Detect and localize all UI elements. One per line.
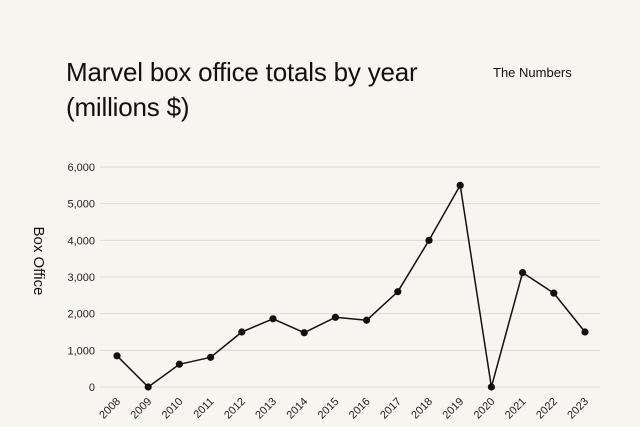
- x-tick-label: 2014: [285, 396, 311, 422]
- x-tick-label: 2022: [534, 396, 560, 422]
- chart-title-line1: Marvel box office totals by year: [66, 57, 418, 87]
- chart-title-line2: (millions $): [66, 92, 190, 122]
- data-point: [269, 315, 277, 323]
- x-tick-label: 2021: [503, 396, 529, 422]
- x-tick-label: 2016: [347, 396, 373, 422]
- x-tick-label: 2018: [409, 396, 435, 422]
- data-point: [300, 329, 308, 337]
- series-line: [116, 184, 586, 388]
- y-tick-label: 0: [89, 382, 95, 394]
- chart-title: Marvel box office totals by year (millio…: [66, 55, 466, 125]
- x-tick-label: 2008: [97, 396, 123, 422]
- data-point: [550, 289, 558, 297]
- x-axis-ticks: 2008 2009 2010 2011 2012 2013 2014 2015 2016 2017…: [97, 396, 591, 422]
- y-tick-label: 3,000: [67, 272, 95, 284]
- x-tick-label: 2019: [441, 396, 467, 422]
- y-tick-label: 4,000: [67, 235, 95, 247]
- data-point: [581, 328, 589, 336]
- data-point: [238, 328, 246, 336]
- y-axis-label: Box Office: [30, 227, 47, 296]
- x-tick-label: 2015: [316, 396, 342, 422]
- y-tick-label: 1,000: [67, 345, 95, 357]
- x-tick-label: 2013: [253, 396, 279, 422]
- x-tick-label: 2012: [222, 396, 248, 422]
- y-tick-label: 5,000: [67, 199, 95, 211]
- data-point: [425, 236, 433, 244]
- data-point: [175, 360, 183, 368]
- x-tick-label: 2020: [472, 396, 498, 422]
- x-tick-label: 2017: [378, 396, 404, 422]
- x-tick-label: 2010: [160, 396, 186, 422]
- data-point: [144, 383, 152, 391]
- data-point: [363, 316, 371, 324]
- data-point: [394, 288, 402, 296]
- data-point: [519, 269, 527, 277]
- y-axis-ticks: 0 1,000 2,000 3,000 4,000 5,000 6,000: [67, 162, 95, 394]
- x-tick-label: 2023: [565, 396, 591, 422]
- data-point: [487, 383, 495, 391]
- data-point: [456, 181, 464, 189]
- gridlines: [100, 166, 600, 388]
- y-tick-label: 6,000: [67, 162, 95, 174]
- x-tick-label: 2009: [129, 396, 155, 422]
- series: [113, 181, 589, 391]
- y-tick-label: 2,000: [67, 309, 95, 321]
- x-tick-label: 2011: [192, 396, 217, 421]
- data-point: [331, 313, 339, 321]
- data-point: [207, 353, 215, 361]
- source-label: The Numbers: [493, 65, 572, 80]
- data-point: [113, 352, 121, 360]
